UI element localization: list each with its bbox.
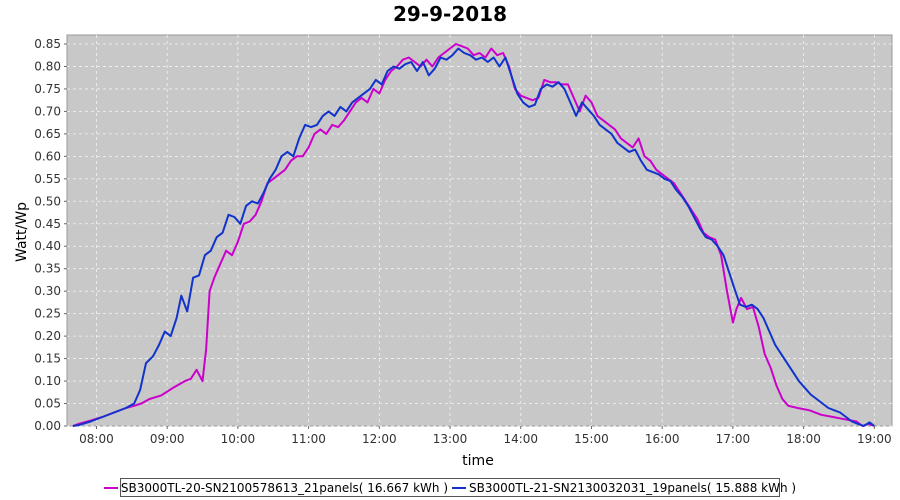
x-tick-label: 13:00: [433, 432, 468, 446]
y-tick-label: 0.65: [34, 127, 61, 141]
legend-item-series-2: SB3000TL-21-SN2130032031_19panels( 15.88…: [452, 481, 796, 495]
series-line-2: [72, 47, 875, 427]
y-tick-label: 0.70: [34, 104, 61, 118]
y-tick-label: 0.05: [34, 397, 61, 411]
legend-swatch-series-2: [452, 486, 466, 489]
plot-area: [66, 34, 893, 427]
y-axis-ticks: 0.00 0.05 0.10 0.15 0.20 0.25 0.30 0.35 0.40 0.45…: [34, 37, 67, 433]
y-axis-label: Watt/Wp: [14, 202, 30, 262]
x-tick-label: 15:00: [574, 432, 609, 446]
series-line-1: [72, 43, 875, 427]
x-axis-label: time: [462, 453, 494, 469]
y-tick-label: 0.30: [34, 284, 61, 298]
x-tick-label: 19:00: [857, 432, 892, 446]
x-tick-label: 08:00: [79, 432, 114, 446]
y-tick-label: 0.20: [34, 329, 61, 343]
x-tick-label: 17:00: [716, 432, 751, 446]
grid-lines: [67, 35, 892, 427]
y-tick-label: 0.85: [34, 37, 61, 51]
y-tick-label: 0.80: [34, 59, 61, 73]
legend-item-series-1: SB3000TL-20-SN2100578613_21panels( 16.66…: [103, 480, 448, 495]
legend: SB3000TL-20-SN2100578613_21panels( 16.66…: [103, 478, 796, 497]
x-tick-label: 16:00: [645, 432, 680, 446]
y-tick-label: 0.50: [34, 194, 61, 208]
x-axis-ticks: 08:00 09:00 10:00 11:00 12:00 13:00 14:00 15:00…: [79, 426, 892, 446]
y-tick-label: 0.15: [34, 352, 61, 366]
series-group: [72, 43, 875, 427]
x-tick-label: 10:00: [221, 432, 256, 446]
x-tick-label: 14:00: [503, 432, 538, 446]
y-tick-label: 0.45: [34, 217, 61, 231]
y-tick-label: 0.35: [34, 262, 61, 276]
y-tick-label: 0.55: [34, 172, 61, 186]
y-tick-label: 0.00: [34, 419, 61, 433]
x-tick-label: 18:00: [786, 432, 821, 446]
y-tick-label: 0.75: [34, 82, 61, 96]
legend-label-series-1: SB3000TL-20-SN2100578613_21panels( 16.66…: [120, 480, 448, 495]
chart-title: 29-9-2018: [392, 2, 507, 26]
line-chart: 08:00 09:00 10:00 11:00 12:00 13:00 14:00 15:00…: [14, 34, 893, 469]
legend-label-series-2: SB3000TL-21-SN2130032031_19panels( 15.88…: [469, 480, 797, 495]
x-tick-label: 09:00: [150, 432, 185, 446]
y-tick-label: 0.60: [34, 149, 61, 163]
y-tick-label: 0.10: [34, 374, 61, 388]
y-tick-label: 0.25: [34, 307, 61, 321]
x-tick-label: 11:00: [291, 432, 326, 446]
x-tick-label: 12:00: [362, 432, 397, 446]
legend-swatch-series-1: [103, 486, 118, 489]
y-tick-label: 0.40: [34, 239, 61, 253]
